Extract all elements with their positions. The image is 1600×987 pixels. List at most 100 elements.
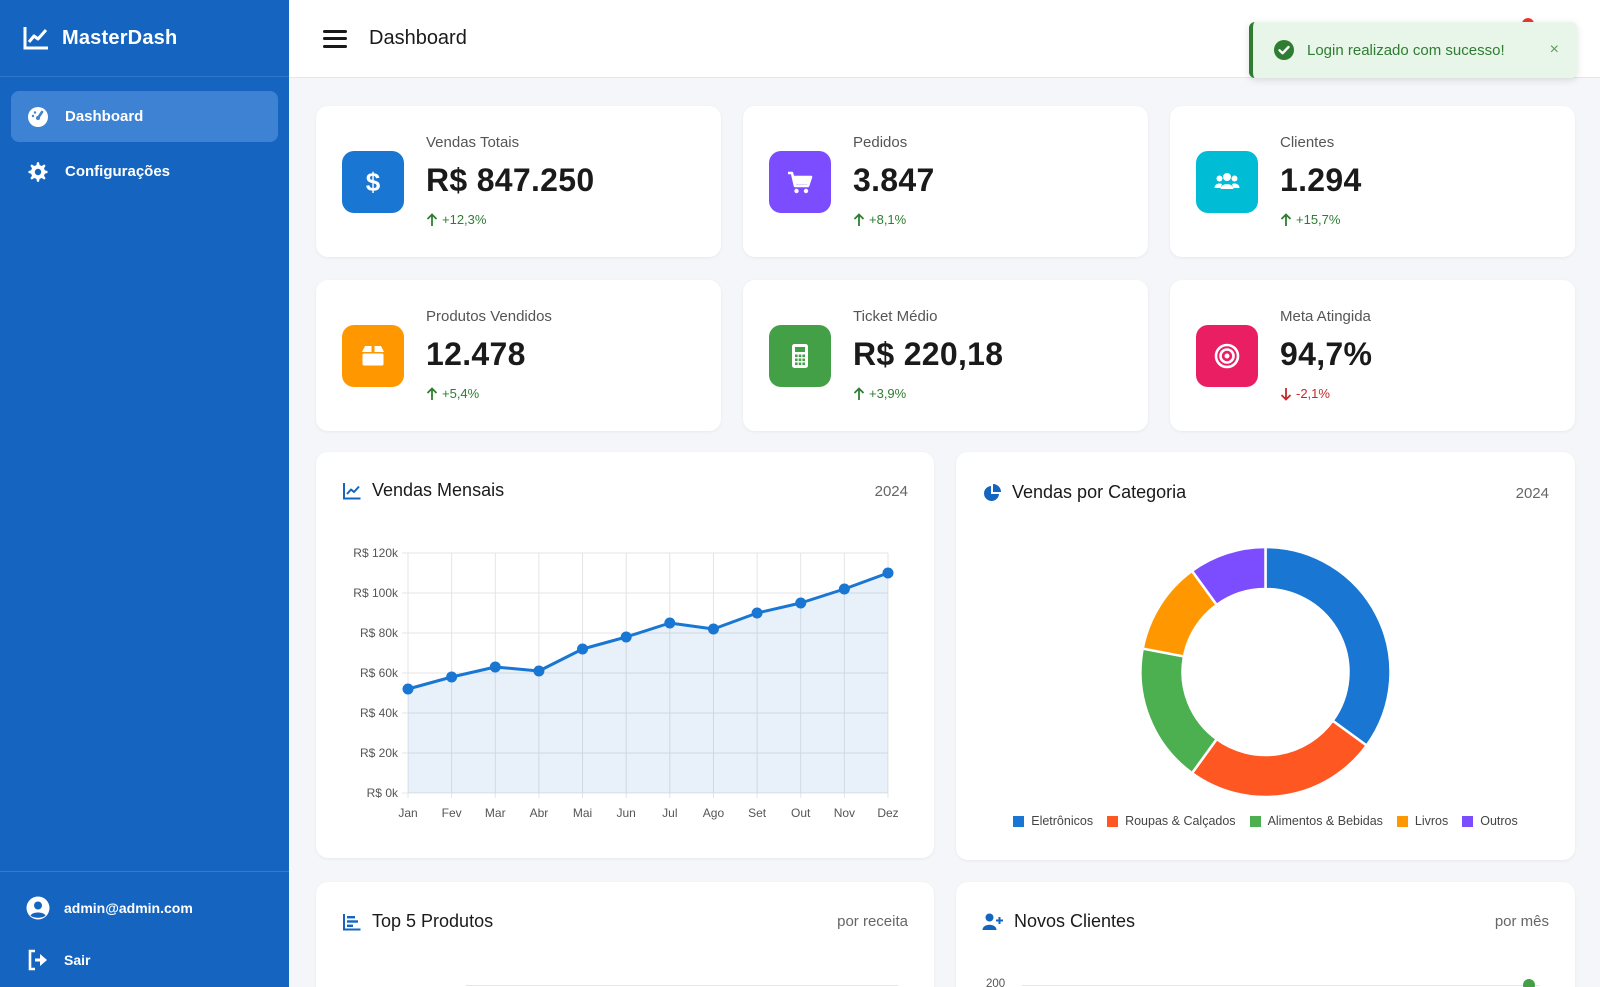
series-area [408,573,888,793]
y-tick-label: R$ 120k [353,546,399,560]
sidebar-item-label: Configurações [65,163,171,180]
data-point[interactable] [664,617,676,629]
stat-trend: +15,7% [1280,212,1340,227]
card-top-produtos: Top 5 Produtos por receita [316,882,934,987]
chart-legend: Eletrônicos Roupas & Calçados Alimentos & … [956,814,1575,828]
x-tick-label: Mai [573,806,592,820]
arrow-up-icon [853,212,865,226]
x-tick-label: Jan [398,806,417,820]
data-point[interactable] [577,643,589,655]
stat-value: 3.847 [853,162,935,198]
data-point[interactable] [795,597,807,609]
stat-trend-value: +8,1% [869,212,907,227]
x-tick-label: Out [791,806,811,820]
logout-button[interactable]: Sair [0,934,289,986]
data-point[interactable] [751,607,763,619]
legend-item[interactable]: Alimentos & Bebidas [1249,814,1383,828]
stat-icon-box [769,151,831,213]
check-circle-icon [1274,40,1294,60]
page-title: Dashboard [369,27,467,49]
stat-trend-value: -2,1% [1296,386,1330,401]
stat-trend-value: +5,4% [442,386,480,401]
y-tick-label: R$ 40k [360,706,399,720]
card-subtitle: por mês [1494,913,1549,930]
stat-card-pedidos: Pedidos 3.847 +8,1% [743,106,1148,257]
x-tick-label: Jun [617,806,636,820]
success-toast: Login realizado com sucesso! × [1249,22,1577,78]
data-point[interactable] [882,567,894,579]
data-point[interactable] [838,583,850,595]
card-year: 2024 [874,483,908,500]
stat-trend-value: +15,7% [1296,212,1341,227]
svg-text:$: $ [366,167,381,197]
data-point[interactable] [402,683,414,695]
legend-item[interactable]: Eletrônicos [1013,814,1093,828]
bar-chart-icon [343,913,361,930]
card-title: Novos Clientes [1014,911,1136,931]
legend-label: Outros [1480,814,1518,828]
legend-swatch [1462,815,1474,827]
legend-swatch [1396,815,1408,827]
stat-card-vendas-totais: $ Vendas Totais R$ 847.250 +12,3% [316,106,721,257]
legend-item[interactable]: Livros [1396,814,1448,828]
data-point[interactable] [489,661,501,673]
x-tick-label: Dez [877,806,898,820]
legend-label: Alimentos & Bebidas [1267,814,1383,828]
donut-chart [1139,545,1392,799]
pie-chart-icon [984,483,1001,501]
user-profile[interactable]: admin@admin.com [0,882,289,934]
toast-message: Login realizado com sucesso! [1307,41,1505,59]
arrow-up-icon [426,386,438,400]
x-tick-label: Jul [662,806,677,820]
gear-icon [28,161,48,182]
chart-point [1523,979,1535,987]
donut-slice[interactable] [1139,647,1219,775]
stat-value: 94,7% [1280,336,1373,372]
data-point[interactable] [533,665,545,677]
donut-slice[interactable] [1264,545,1392,748]
donut-slice[interactable] [1190,719,1369,799]
stat-value: 1.294 [1280,162,1362,198]
card-subtitle: por receita [837,913,908,930]
y-tick-label: R$ 100k [353,586,399,600]
data-point[interactable] [620,631,632,643]
sidebar-item-dashboard[interactable]: Dashboard [11,91,278,142]
stat-trend: +8,1% [853,212,906,227]
data-point[interactable] [707,623,719,635]
stat-trend: +5,4% [426,386,479,401]
x-tick-label: Fev [442,806,462,820]
stat-value: R$ 220,18 [853,336,1004,372]
stat-icon-box: $ [342,151,404,213]
stat-value: R$ 847.250 [426,162,595,198]
target-icon [1214,343,1240,369]
sidebar-nav: Dashboard Configurações [0,77,289,215]
chart-tick-label: 200 [986,978,1006,987]
data-point[interactable] [446,671,458,683]
card-vendas-por-categoria: Vendas por Categoria 2024 Eletrônicos Rou… [956,452,1575,860]
stat-icon-box [342,325,404,387]
sidebar-item-label: Dashboard [65,108,144,125]
series-line [407,571,889,691]
donut-slice[interactable] [1190,545,1267,607]
legend-item[interactable]: Outros [1462,814,1518,828]
stat-card-produtos-vendidos: Produtos Vendidos 12.478 +5,4% [316,280,721,431]
card-year: 2024 [1515,485,1549,502]
stat-card-clientes: Clientes 1.294 +15,7% [1170,106,1575,257]
hamburger-menu-icon[interactable] [323,28,347,50]
legend-swatch [1249,815,1261,827]
toast-close-button[interactable]: × [1549,41,1559,58]
chart-line-icon [23,27,48,50]
card-header: Top 5 Produtos [342,911,493,932]
sidebar-footer: admin@admin.com Sair [0,871,289,987]
legend-swatch [1013,815,1025,827]
stat-trend: -2,1% [1280,386,1330,401]
stat-card-ticket-medio: Ticket Médio R$ 220,18 +3,9% [743,280,1148,431]
sidebar-item-configuracoes[interactable]: Configurações [11,146,278,197]
stat-trend: +3,9% [853,386,906,401]
calculator-icon [792,344,808,368]
card-header: Novos Clientes [982,911,1135,932]
stat-trend-value: +12,3% [442,212,487,227]
brand[interactable]: MasterDash [0,0,289,77]
legend-item[interactable]: Roupas & Calçados [1107,814,1236,828]
stat-trend: +12,3% [426,212,486,227]
